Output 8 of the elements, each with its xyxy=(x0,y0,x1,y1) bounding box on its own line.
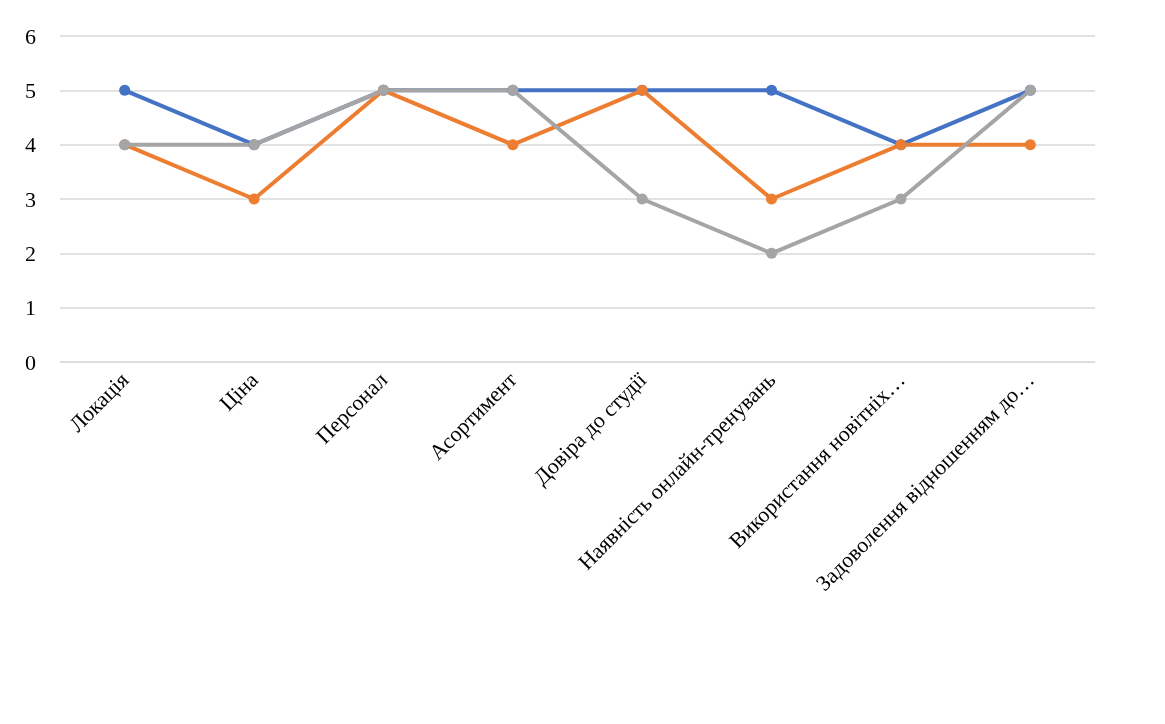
y-tick-label: 2 xyxy=(25,240,36,266)
y-tick-label: 1 xyxy=(25,295,36,321)
x-tick-label: Ціна xyxy=(214,367,264,416)
y-tick-label: 6 xyxy=(25,23,36,49)
y-tick-label: 4 xyxy=(25,132,36,158)
y-tick-label: 0 xyxy=(25,349,36,375)
y-tick-label: 5 xyxy=(25,77,36,103)
y-tick-label: 3 xyxy=(25,186,36,212)
